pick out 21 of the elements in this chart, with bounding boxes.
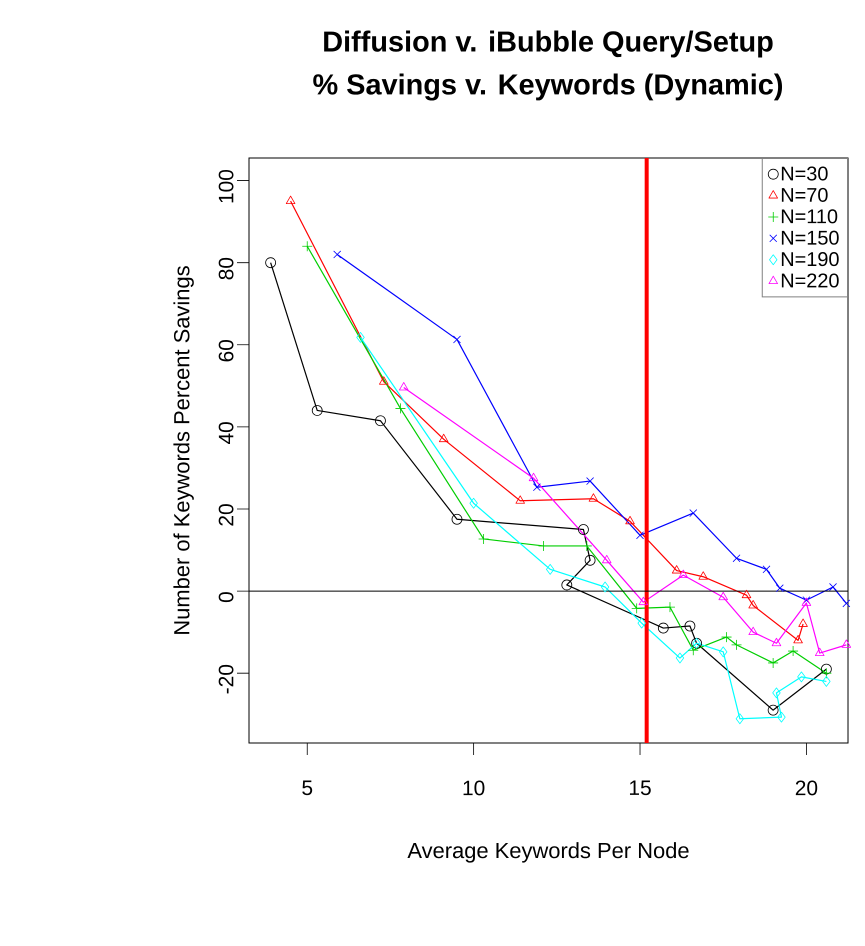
chart-title: Diffusion v. iBubble Query/Setup <box>324 30 773 58</box>
legend-label: N=150 <box>782 230 839 245</box>
x-tick-label: 20 <box>796 780 818 796</box>
x-tick-label: 5 <box>302 780 312 796</box>
y-tick-label: -20 <box>218 664 234 694</box>
y-axis-title: Number of Keywords Percent Savings <box>173 266 194 634</box>
x-axis-title: Average Keywords Per Node <box>407 842 689 863</box>
chart-subtitle: % Savings v. Keywords (Dynamic) <box>313 73 782 101</box>
y-tick-label: 0 <box>218 592 234 602</box>
legend-label: N=190 <box>782 252 839 266</box>
y-tick-label: 80 <box>218 258 234 280</box>
y-tick-label: 40 <box>218 422 234 444</box>
y-tick-label: 60 <box>218 340 234 362</box>
legend-label: N=70 <box>782 188 828 202</box>
legend-label: N=110 <box>782 209 838 224</box>
y-tick-label: 100 <box>218 170 234 202</box>
legend-label: N=220 <box>782 273 839 288</box>
x-tick-label: 15 <box>630 780 651 796</box>
y-tick-label: 20 <box>218 504 234 526</box>
x-tick-label: 10 <box>464 780 484 796</box>
legend-label: N=30 <box>782 166 828 181</box>
